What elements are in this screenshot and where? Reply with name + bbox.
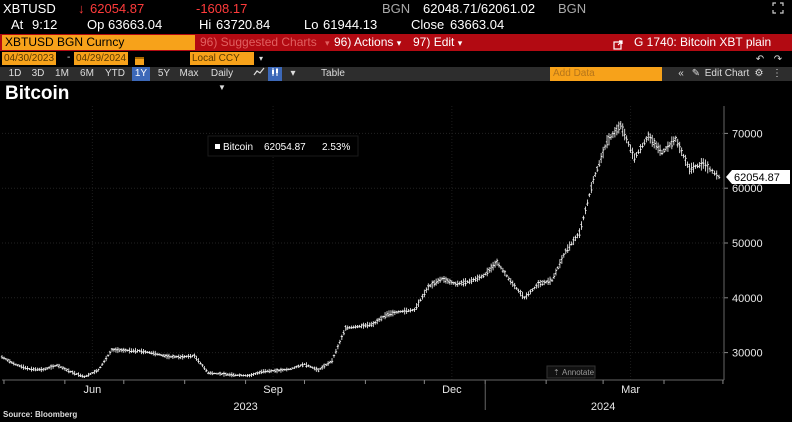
- calendar-icon[interactable]: [134, 53, 145, 65]
- undo-icon[interactable]: ↶: [755, 54, 765, 65]
- ticker-symbol[interactable]: XBTUSD: [3, 1, 56, 16]
- annotate-label: Annotate: [562, 368, 595, 377]
- close-value: 63663.04: [450, 17, 505, 32]
- settings-gear-icon[interactable]: ⚙: [754, 68, 764, 79]
- x-tick-label: Mar: [621, 384, 640, 396]
- legend-value: 62054.87: [264, 142, 306, 153]
- close-label: Close: [411, 17, 445, 32]
- y-tick-label: 30000: [732, 348, 763, 360]
- period-6m[interactable]: 6M: [80, 68, 94, 79]
- last-price-tag-text: 62054.87: [734, 172, 780, 184]
- annotate-icon: ⇡: [553, 368, 560, 377]
- y-tick-label: 70000: [732, 128, 763, 140]
- x-year-label: 2023: [233, 401, 257, 410]
- source-footer: Source: Bloomberg: [3, 410, 78, 419]
- collapse-icon[interactable]: «: [678, 68, 684, 79]
- legend-box: Bitcoin 62054.87 2.53%: [207, 135, 359, 157]
- bid-ask: 62048.71/62061.02: [423, 1, 536, 16]
- x-tick-label: Dec: [442, 384, 462, 396]
- open-value: 63663.04: [108, 17, 163, 32]
- legend-swatch: [215, 144, 220, 149]
- ohlc-row: At 9:12 Op 63663.04 Hi 63720.84 Lo 61944…: [0, 17, 792, 33]
- y-tick-label: 50000: [732, 238, 763, 250]
- x-year-label: 2024: [591, 401, 615, 410]
- currency-dropdown-icon[interactable]: ▾: [259, 54, 264, 63]
- low-value: 61944.13: [323, 17, 378, 32]
- period-ytd[interactable]: YTD: [105, 68, 125, 79]
- start-date-input[interactable]: 04/30/2023: [2, 52, 57, 65]
- candle-chart-icon[interactable]: [268, 67, 282, 81]
- y-axis: 30000 40000 50000 60000 70000: [723, 106, 763, 380]
- more-options-icon[interactable]: ⋮: [772, 68, 782, 79]
- date-separator: -: [67, 52, 71, 63]
- x-tick-label: Sep: [263, 384, 283, 396]
- period-1m[interactable]: 1M: [55, 68, 69, 79]
- period-3d[interactable]: 3D: [31, 68, 45, 79]
- period-1y[interactable]: 1Y: [132, 67, 150, 81]
- y-tick-label: 40000: [732, 293, 763, 305]
- line-chart-icon[interactable]: [252, 67, 266, 81]
- high-value: 63720.84: [216, 17, 271, 32]
- at-time: 9:12: [32, 17, 58, 32]
- source-label: BGN: [382, 1, 411, 16]
- actions-num: 96): [334, 35, 352, 49]
- page-title: G 1740: Bitcoin XBT plain: [634, 35, 772, 49]
- open-label: Op: [87, 17, 105, 32]
- y-tick-label: 60000: [732, 183, 763, 195]
- actions-button[interactable]: 96) Actions ▾: [334, 35, 401, 50]
- down-arrow-icon: ↓: [78, 1, 85, 16]
- actions-dropdown-icon: ▾: [396, 38, 402, 48]
- x-tick-label: Jun: [83, 384, 101, 396]
- chart-title: Bitcoin: [5, 83, 70, 104]
- suggested-charts-button[interactable]: 96) Suggested Charts: [200, 35, 317, 49]
- legend-pct: 2.53%: [322, 142, 350, 153]
- period-5y[interactable]: 5Y: [157, 68, 171, 79]
- expand-icon[interactable]: [771, 2, 785, 14]
- end-date-input[interactable]: 04/29/2024: [74, 52, 129, 65]
- currency-select[interactable]: Local CCY: [190, 52, 254, 65]
- period-1d[interactable]: 1D: [8, 68, 22, 79]
- edit-dropdown-icon: ▾: [457, 38, 463, 48]
- legend-name: Bitcoin: [223, 142, 253, 153]
- low-label: Lo: [304, 17, 319, 32]
- last-price: 62054.87: [90, 1, 145, 16]
- annotate-badge[interactable]: ⇡ Annotate: [546, 365, 596, 379]
- price-change: -1608.17: [196, 1, 248, 16]
- quote-row: XBTUSD ↓ 62054.87 -1608.17 BGN 62048.71/…: [0, 0, 792, 17]
- edit-chart-button[interactable]: Edit Chart: [704, 68, 750, 79]
- add-data-input[interactable]: Add Data: [550, 67, 662, 81]
- frequency-label: Daily: [210, 68, 234, 79]
- x-axis: Jun Sep Dec Mar 2023 2024: [2, 379, 724, 410]
- suggested-dropdown-icon[interactable]: ▾: [325, 38, 330, 48]
- high-label: Hi: [199, 17, 212, 32]
- at-label: At: [11, 17, 24, 32]
- export-icon[interactable]: [613, 37, 623, 50]
- table-button[interactable]: Table: [321, 68, 345, 79]
- command-bar: [0, 34, 792, 51]
- edit-label: Edit: [433, 35, 455, 49]
- frequency-dropdown-icon: ▼: [218, 83, 226, 92]
- pencil-icon[interactable]: ✎: [691, 68, 701, 79]
- source-label-2: BGN: [558, 1, 587, 16]
- last-price-tag: 62054.87: [726, 169, 790, 184]
- security-input[interactable]: XBTUSD BGN Curncy: [2, 35, 195, 50]
- actions-label: Actions: [354, 35, 394, 49]
- table-dropdown-icon[interactable]: ▾: [290, 68, 296, 79]
- edit-num: 97): [413, 35, 431, 49]
- chart-grid: [2, 106, 724, 380]
- price-chart[interactable]: 30000 40000 50000 60000 70000 Jun Sep Dec Mar 20…: [0, 104, 792, 410]
- frequency-select[interactable]: Daily ▼: [206, 67, 238, 92]
- edit-button[interactable]: 97) Edit ▾: [413, 35, 462, 50]
- period-max[interactable]: Max: [179, 68, 199, 79]
- chart-series: [0, 121, 721, 378]
- redo-icon[interactable]: ↷: [773, 54, 783, 65]
